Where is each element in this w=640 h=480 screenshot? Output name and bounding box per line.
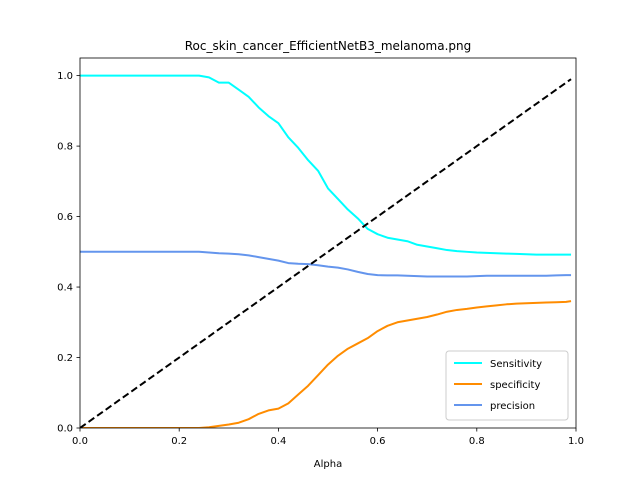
x-tick-label: 0.8 xyxy=(469,436,485,447)
legend-box xyxy=(445,350,569,421)
y-axis-ticks: 0.0 0.2 0.4 0.6 0.8 1.0 xyxy=(57,71,80,435)
x-tick-label: 0.6 xyxy=(370,436,386,447)
y-tick-label: 0.2 xyxy=(57,353,73,364)
y-tick-label: 1.0 xyxy=(57,71,73,82)
y-tick-label: 0.6 xyxy=(57,212,73,223)
x-tick-label: 0.4 xyxy=(270,436,286,447)
x-axis-ticks: 0.0 0.2 0.4 0.6 0.8 1.0 xyxy=(72,428,584,447)
series-group xyxy=(80,74,572,428)
y-tick-label: 0.8 xyxy=(57,142,73,153)
x-tick-label: 1.0 xyxy=(568,436,584,447)
diagonal-reference-line xyxy=(80,78,572,428)
y-tick-label: 0.4 xyxy=(57,283,73,294)
legend-label-specificity: specificity xyxy=(490,380,540,391)
x-axis-label: Alpha xyxy=(314,459,342,470)
series-line-specificity xyxy=(80,300,572,428)
legend-label-precision: precision xyxy=(490,401,535,412)
series-line-precision xyxy=(80,250,572,278)
legend-label-sensitivity: Sensitivity xyxy=(490,359,542,370)
plot-area xyxy=(79,57,577,429)
series-line-sensitivity xyxy=(80,74,572,256)
y-tick-label: 0.0 xyxy=(57,424,73,435)
chart-title: Roc_skin_cancer_EfficientNetB3_melanoma.… xyxy=(185,39,472,53)
axes-frame xyxy=(79,57,577,429)
x-tick-label: 0.0 xyxy=(72,436,88,447)
x-tick-label: 0.2 xyxy=(171,436,187,447)
legend: Sensitivity specificity precision xyxy=(445,350,569,421)
